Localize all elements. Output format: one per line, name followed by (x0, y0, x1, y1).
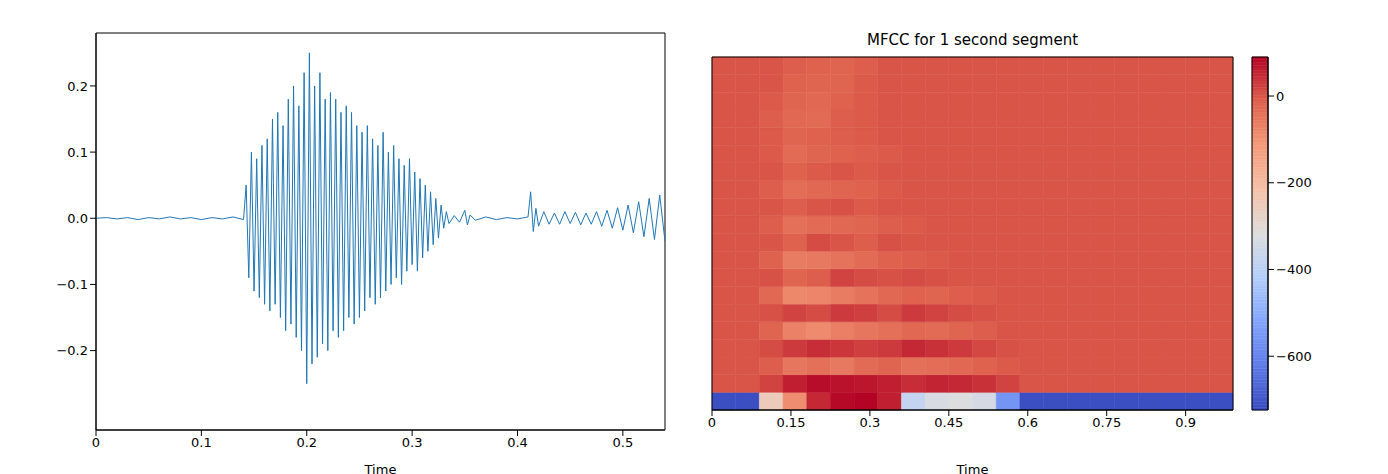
svg-text:0.1: 0.1 (67, 145, 88, 160)
svg-text:0.6: 0.6 (1017, 415, 1038, 430)
svg-text:0.15: 0.15 (776, 415, 805, 430)
svg-text:Time: Time (956, 462, 989, 474)
svg-text:0: 0 (708, 415, 716, 430)
svg-text:0.3: 0.3 (860, 415, 881, 430)
svg-text:0.4: 0.4 (507, 435, 528, 450)
svg-text:−0.2: −0.2 (56, 343, 88, 358)
svg-text:−600: −600 (1276, 349, 1312, 364)
svg-text:0: 0 (92, 435, 100, 450)
svg-text:0.2: 0.2 (296, 435, 317, 450)
svg-text:0.5: 0.5 (613, 435, 634, 450)
svg-text:0.45: 0.45 (934, 415, 963, 430)
svg-text:0.75: 0.75 (1092, 415, 1121, 430)
svg-text:Time: Time (364, 462, 397, 474)
svg-text:0.1: 0.1 (191, 435, 212, 450)
svg-text:−200: −200 (1276, 175, 1312, 190)
svg-text:−400: −400 (1276, 262, 1312, 277)
svg-text:0.2: 0.2 (67, 79, 88, 94)
svg-text:0.9: 0.9 (1175, 415, 1196, 430)
html-text:MFCC for 1 second segment: MFCC for 1 second segment (867, 31, 1078, 49)
svg-text:0.0: 0.0 (67, 211, 88, 226)
svg-text:−0.1: −0.1 (56, 277, 88, 292)
svg-text:0.3: 0.3 (402, 435, 423, 450)
svg-text:0: 0 (1276, 89, 1284, 104)
